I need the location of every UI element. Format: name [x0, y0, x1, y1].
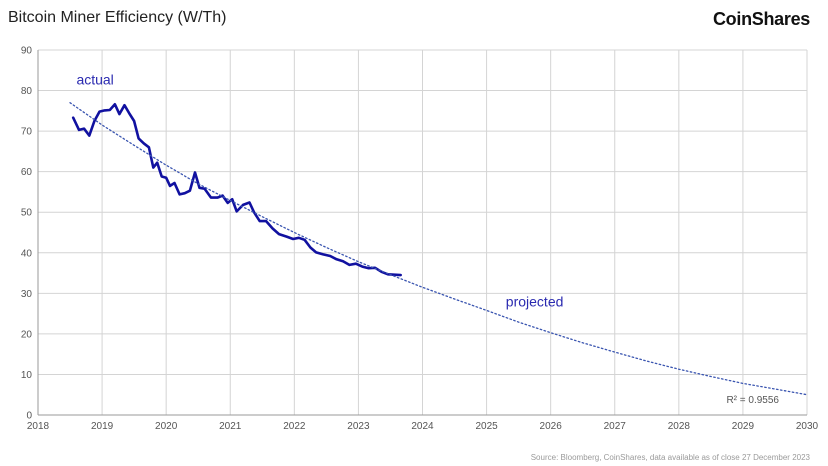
x-tick-label-2024: 2024	[411, 421, 434, 432]
x-tick-label-2027: 2027	[604, 421, 627, 432]
y-tick-label-10: 10	[21, 370, 33, 381]
y-tick-label-20: 20	[21, 329, 33, 340]
y-tick-label-40: 40	[21, 248, 33, 259]
y-tick-label-90: 90	[21, 46, 33, 57]
y-axis-tick-labels: 0 10 20 30 40 50 60 70 80 90	[21, 46, 33, 422]
coinshares-logo: CoinShares	[712, 9, 810, 29]
chart-annotations: actual projected R² = 0.9556	[76, 71, 779, 406]
x-axis-tick-labels: 2018 2019 2020 2021 2022 2023 2024 2025 2026 2027…	[27, 421, 819, 432]
x-tick-label-2029: 2029	[732, 421, 755, 432]
y-tick-label-0: 0	[26, 411, 32, 422]
chart-grid	[37, 49, 808, 416]
y-tick-label-50: 50	[21, 208, 33, 219]
x-tick-label-2025: 2025	[475, 421, 498, 432]
x-tick-label-2020: 2020	[155, 421, 178, 432]
y-tick-label-60: 60	[21, 167, 33, 178]
y-tick-label-30: 30	[21, 289, 33, 300]
series-line-projected	[69, 102, 808, 396]
y-tick-label-70: 70	[21, 127, 33, 138]
x-tick-label-2023: 2023	[347, 421, 370, 432]
r-squared-label: R² = 0.9556	[726, 395, 779, 406]
series-line-actual	[71, 103, 402, 277]
x-tick-label-2019: 2019	[91, 421, 114, 432]
x-tick-label-2021: 2021	[219, 421, 242, 432]
chart-title: Bitcoin Miner Efficiency (W/Th)	[8, 9, 227, 26]
x-tick-label-2018: 2018	[27, 421, 50, 432]
x-tick-label-2028: 2028	[668, 421, 691, 432]
x-tick-label-2026: 2026	[540, 421, 563, 432]
annotation-projected: projected	[506, 293, 564, 309]
x-tick-label-2022: 2022	[283, 421, 306, 432]
y-tick-label-80: 80	[21, 86, 33, 97]
x-tick-label-2030: 2030	[796, 421, 819, 432]
annotation-actual: actual	[76, 71, 113, 87]
chart-series	[69, 102, 808, 396]
source-note: Source: Bloomberg, CoinShares, data avai…	[530, 453, 810, 462]
